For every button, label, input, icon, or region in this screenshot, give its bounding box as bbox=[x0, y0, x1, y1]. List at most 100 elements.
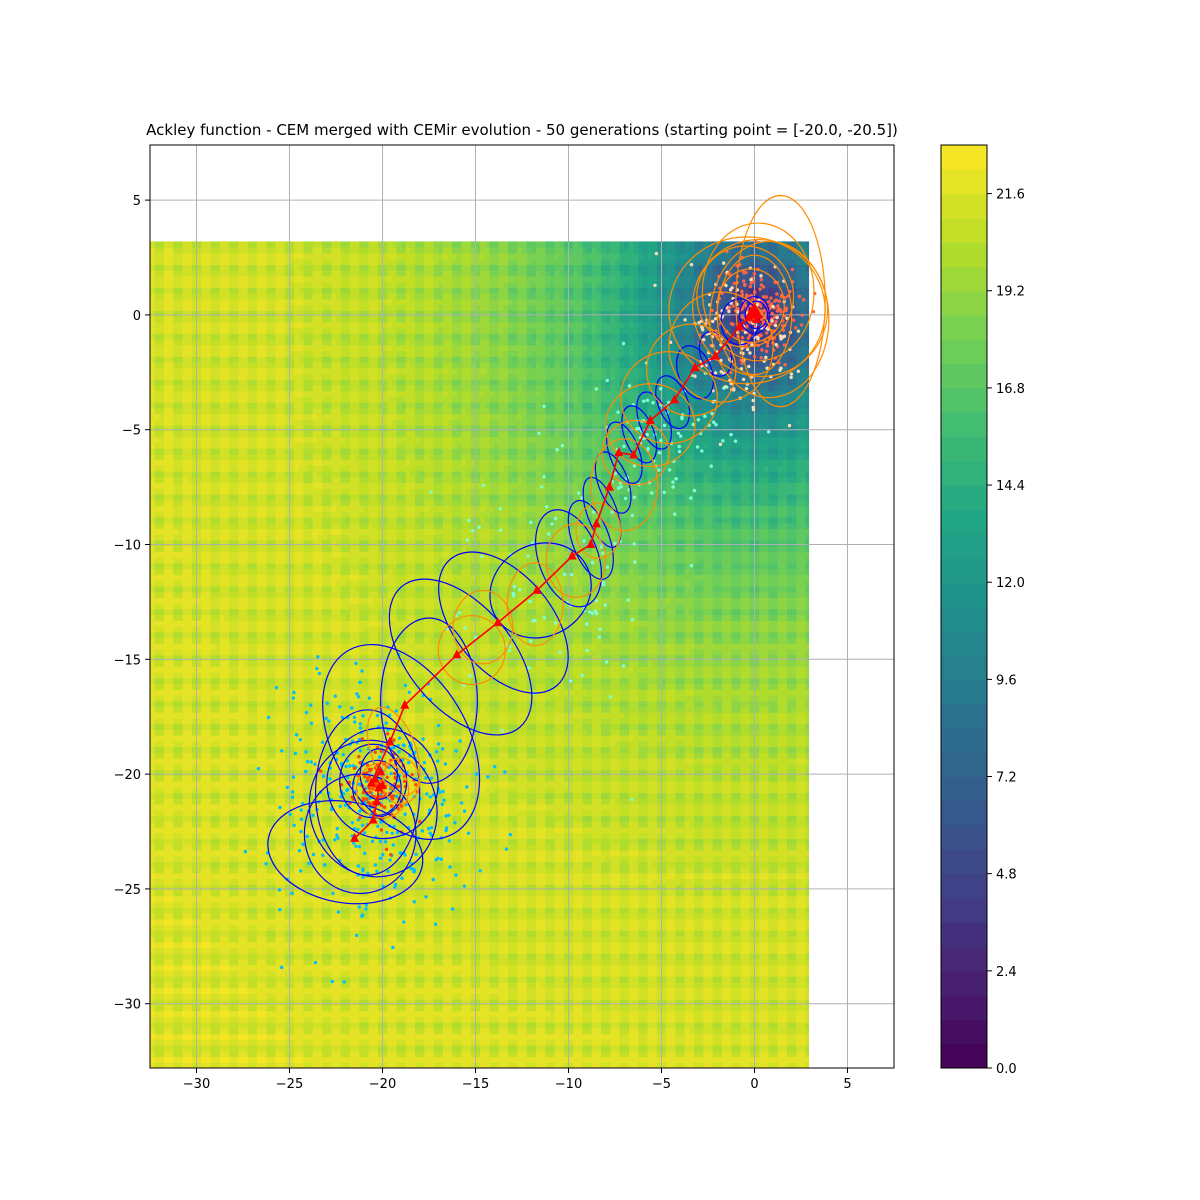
heatmap-cell bbox=[150, 844, 156, 851]
heatmap-cell bbox=[168, 298, 174, 306]
heatmap-cell bbox=[219, 878, 225, 885]
heatmap-cell bbox=[275, 631, 281, 639]
heatmap-cell bbox=[187, 585, 193, 593]
heatmap-cell bbox=[229, 471, 235, 478]
heatmap-cell bbox=[205, 562, 212, 570]
heatmap-cell bbox=[168, 775, 174, 782]
heatmap-cell bbox=[187, 321, 193, 329]
heatmap-cell bbox=[163, 809, 170, 817]
heatmap-cell bbox=[215, 838, 221, 845]
heatmap-cell bbox=[294, 878, 300, 885]
heatmap-cell bbox=[205, 1045, 212, 1052]
heatmap-cell bbox=[298, 735, 305, 742]
heatmap-cell bbox=[182, 1045, 188, 1052]
heatmap-cell bbox=[294, 901, 300, 908]
heatmap-cell bbox=[224, 913, 230, 920]
heatmap-cell bbox=[150, 987, 156, 994]
heatmap-cell bbox=[210, 608, 216, 616]
heatmap-cell bbox=[224, 648, 230, 656]
heatmap-cell bbox=[284, 878, 291, 885]
heatmap-cell bbox=[289, 941, 295, 949]
heatmap-cell bbox=[163, 947, 170, 954]
heatmap-cell bbox=[275, 304, 281, 311]
heatmap-cell bbox=[298, 333, 305, 340]
heatmap-cell bbox=[191, 981, 198, 989]
heatmap-cell bbox=[154, 361, 160, 369]
heatmap-cell bbox=[233, 258, 239, 265]
heatmap-cell bbox=[196, 350, 202, 357]
heatmap-cell bbox=[215, 488, 221, 495]
heatmap-cell bbox=[280, 981, 286, 989]
heatmap-cell bbox=[256, 976, 263, 983]
heatmap-cell bbox=[256, 516, 263, 524]
heatmap-cell bbox=[256, 1010, 263, 1017]
heatmap-cell bbox=[187, 953, 193, 960]
heatmap-cell bbox=[256, 815, 263, 822]
heatmap-cell bbox=[201, 1022, 207, 1029]
heatmap-cell bbox=[205, 867, 212, 874]
heatmap-cell bbox=[159, 1022, 165, 1029]
heatmap-cell bbox=[154, 304, 160, 311]
heatmap-cell bbox=[308, 769, 314, 776]
heatmap-cell bbox=[261, 758, 267, 765]
heatmap-cell bbox=[224, 1016, 230, 1023]
heatmap-cell bbox=[215, 878, 221, 885]
heatmap-cell bbox=[154, 379, 160, 386]
heatmap-cell bbox=[177, 643, 184, 650]
heatmap-cell bbox=[247, 494, 253, 501]
heatmap-cell bbox=[238, 964, 244, 972]
heatmap-cell bbox=[173, 890, 179, 897]
heatmap-cell bbox=[201, 356, 207, 363]
heatmap-cell bbox=[201, 585, 207, 593]
heatmap-cell bbox=[215, 815, 221, 822]
heatmap-cell bbox=[275, 723, 281, 730]
heatmap-cell bbox=[201, 522, 207, 530]
heatmap-cell bbox=[229, 333, 235, 340]
heatmap-cell bbox=[159, 247, 165, 254]
heatmap-cell bbox=[284, 769, 291, 776]
heatmap-cell bbox=[243, 683, 249, 690]
heatmap-cell bbox=[168, 798, 174, 805]
heatmap-cell bbox=[154, 436, 160, 443]
heatmap-cell bbox=[266, 356, 272, 363]
heatmap-cell bbox=[229, 350, 235, 357]
heatmap-cell bbox=[215, 683, 221, 690]
heatmap-cell bbox=[159, 442, 165, 449]
heatmap-cell bbox=[252, 867, 258, 874]
heatmap-cell bbox=[215, 964, 221, 972]
heatmap-cell bbox=[266, 884, 272, 891]
heatmap-cell bbox=[247, 907, 253, 914]
heatmap-cell bbox=[243, 752, 249, 759]
heatmap-cell bbox=[173, 476, 179, 484]
heatmap-cell bbox=[243, 964, 249, 972]
heatmap-cell bbox=[191, 958, 198, 966]
heatmap-cell bbox=[215, 654, 221, 662]
heatmap-cell bbox=[163, 832, 170, 839]
heatmap-cell bbox=[243, 413, 249, 420]
heatmap-cell bbox=[270, 953, 277, 960]
heatmap-cell bbox=[154, 671, 160, 679]
heatmap-cell bbox=[196, 924, 202, 931]
heatmap-cell bbox=[215, 1056, 221, 1063]
heatmap-cell bbox=[210, 981, 216, 989]
heatmap-cell bbox=[294, 815, 300, 822]
heatmap-cell bbox=[298, 677, 305, 685]
heatmap-cell bbox=[247, 287, 253, 294]
heatmap-cell bbox=[233, 390, 239, 398]
heatmap-cell bbox=[159, 666, 165, 673]
heatmap-cell bbox=[308, 1016, 314, 1023]
heatmap-cell bbox=[270, 798, 277, 805]
heatmap-cell bbox=[150, 465, 156, 472]
heatmap-cell bbox=[229, 1022, 235, 1029]
heatmap-cell bbox=[238, 626, 244, 633]
heatmap-cell bbox=[229, 264, 235, 271]
heatmap-cell bbox=[219, 958, 225, 966]
heatmap-cell bbox=[224, 344, 230, 352]
heatmap-cell bbox=[154, 258, 160, 265]
heatmap-cell bbox=[256, 522, 263, 530]
heatmap-cell bbox=[191, 792, 198, 799]
heatmap-cell bbox=[173, 884, 179, 891]
heatmap-cell bbox=[168, 551, 174, 558]
heatmap-cell bbox=[247, 384, 253, 392]
heatmap-cell bbox=[284, 344, 291, 352]
